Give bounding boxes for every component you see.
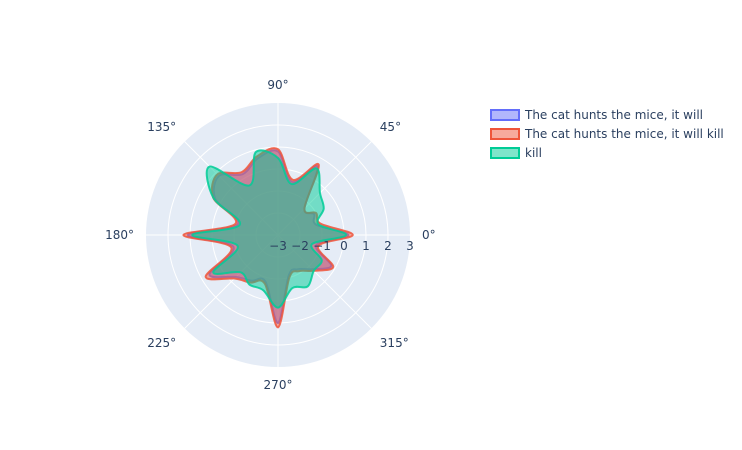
angular-tick-labels: 0° 45° 90° 135° 180° 225° 270° 315° [105,78,436,392]
angular-tick-label: 180° [105,228,134,242]
angular-tick-label: 0° [422,228,436,242]
angular-tick-label: 90° [267,78,288,92]
radial-tick-label: −2 [291,239,309,253]
polar-traces [182,147,354,329]
angular-tick-label: 45° [380,120,401,134]
legend-label: kill [525,146,542,160]
radial-tick-label: 2 [384,239,392,253]
radial-tick-label: 0 [340,239,348,253]
legend-swatch [490,147,520,159]
radial-tick-label: −1 [313,239,331,253]
legend-label: The cat hunts the mice, it will [524,108,703,122]
legend-label: The cat hunts the mice, it will kill [524,127,724,141]
radial-tick-labels: −3 −2 −1 0 1 2 3 [269,239,414,253]
legend-swatch [490,109,520,121]
radial-tick-label: 3 [406,239,414,253]
legend-swatch [490,128,520,140]
angular-tick-label: 135° [147,120,176,134]
angular-tick-label: 270° [264,378,293,392]
legend: The cat hunts the mice, it will The cat h… [490,108,724,160]
angular-tick-label: 225° [147,336,176,350]
radial-tick-label: 1 [362,239,370,253]
radial-tick-label: −3 [269,239,287,253]
series-area-3 [191,149,348,309]
angular-tick-label: 315° [380,336,409,350]
